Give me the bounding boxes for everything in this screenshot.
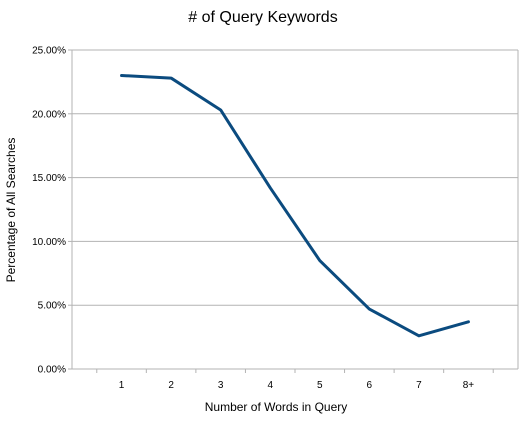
y-tick-label: 5.00% xyxy=(38,301,66,312)
series-layer xyxy=(122,76,469,336)
x-tick-label: 7 xyxy=(416,380,422,391)
x-tick-label: 5 xyxy=(317,380,323,391)
x-tick-labels: 1 2 3 4 5 6 7 8+ xyxy=(119,380,475,391)
y-tick-labels: 0.00% 5.00% 10.00% 15.00% 20.00% 25.00% xyxy=(32,46,66,376)
x-axis-label: Number of Words in Query xyxy=(205,400,348,414)
x-tick-label: 1 xyxy=(119,380,125,391)
x-tick-label: 4 xyxy=(267,380,273,391)
x-tick-label: 3 xyxy=(218,380,224,391)
y-tick-label: 10.00% xyxy=(32,237,66,248)
gridlines xyxy=(72,50,518,305)
x-tick-label: 8+ xyxy=(463,380,475,391)
y-tick-label: 0.00% xyxy=(38,365,66,376)
y-tick-label: 15.00% xyxy=(32,173,66,184)
x-tick-label: 6 xyxy=(367,380,373,391)
series-line xyxy=(122,76,469,336)
y-tick-label: 20.00% xyxy=(32,109,66,120)
chart-title: # of Query Keywords xyxy=(188,9,337,26)
y-axis-label: Percentage of All Searches xyxy=(4,138,18,283)
x-tick-label: 2 xyxy=(168,380,174,391)
y-tick-label: 25.00% xyxy=(32,46,66,57)
